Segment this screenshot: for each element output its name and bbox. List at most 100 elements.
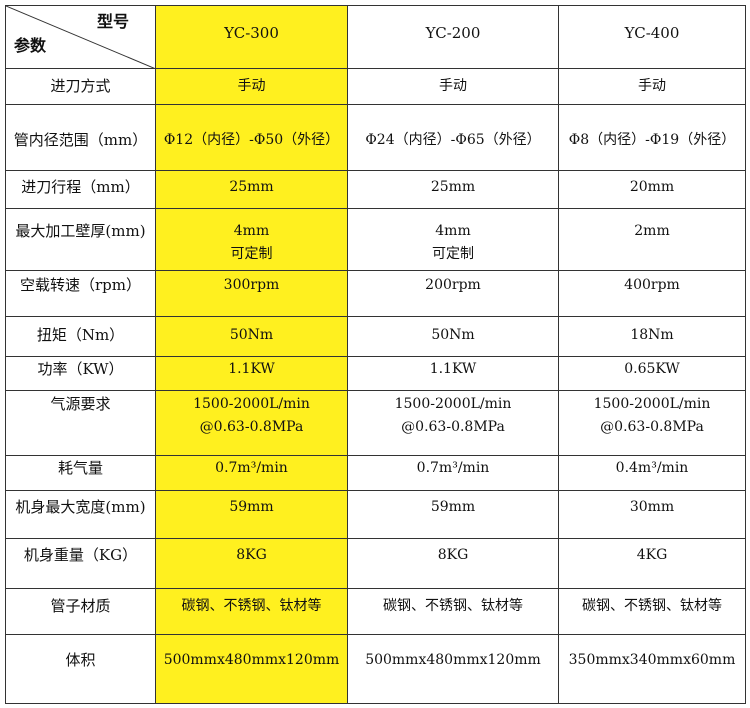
value-text: Φ24（内径）-Φ65（外径）	[365, 132, 541, 148]
param-label: 空载转速（rpm）	[5, 270, 156, 317]
value-text: 1500-2000L/min	[593, 396, 711, 412]
table-row: 机身重量（KG） 8KG 8KG 4KG	[5, 538, 746, 589]
value-text: 8KG	[437, 547, 469, 563]
model-header: YC-300	[155, 5, 348, 69]
value-text: 可定制	[432, 246, 474, 262]
table-row: 气源要求 1500-2000L/min @0.63-0.8MPa 1500-2000L…	[5, 390, 746, 456]
param-label: 最大加工壁厚(mm)	[5, 208, 156, 271]
value-text: 4mm	[435, 223, 471, 239]
table-row: 进刀行程（mm） 25mm 25mm 20mm	[5, 170, 746, 209]
value-text: 可定制	[230, 246, 273, 262]
value-text: 8KG	[236, 547, 267, 563]
param-label: 进刀行程（mm）	[5, 170, 156, 209]
value-cell: 1500-2000L/min @0.63-0.8MPa	[155, 390, 348, 456]
value-text: 25mm	[430, 179, 476, 195]
value-cell: 0.7m³/min	[347, 455, 559, 491]
value-text: @0.63-0.8MPa	[199, 419, 304, 435]
param-label: 管内径范围（mm）	[5, 104, 156, 171]
param-label: 管子材质	[5, 588, 156, 635]
corner-param-label: 参数	[14, 36, 47, 55]
value-cell: 0.4m³/min	[558, 455, 746, 491]
table-row: 扭矩（Nm） 50Nm 50Nm 18Nm	[5, 316, 746, 357]
value-cell: 200rpm	[347, 270, 559, 317]
value-text: 碳钢、不锈钢、钛材等	[181, 598, 322, 614]
value-text: 手动	[237, 78, 266, 94]
value-text: 1.1KW	[429, 361, 477, 377]
value-cell: Φ8（内径）-Φ19（外径）	[558, 104, 746, 171]
value-cell: 50Nm	[155, 316, 348, 357]
header-row: 型号 参数 YC-300 YC-200 YC-400	[5, 5, 746, 69]
value-text: 1500-2000L/min	[394, 396, 512, 412]
param-label: 机身重量（KG）	[5, 538, 156, 589]
value-cell: 碳钢、不锈钢、钛材等	[558, 588, 746, 635]
value-cell: 1500-2000L/min @0.63-0.8MPa	[347, 390, 559, 456]
value-text: 300rpm	[223, 277, 280, 293]
value-text: 手动	[439, 78, 467, 94]
value-text: 0.4m³/min	[615, 460, 689, 476]
value-text: 25mm	[229, 179, 274, 195]
value-text: Φ8（内径）-Φ19（外径）	[568, 132, 736, 148]
table-row: 进刀方式 手动 手动 手动	[5, 68, 746, 105]
value-cell: 手动	[155, 68, 348, 105]
value-text: 0.7m³/min	[215, 460, 288, 476]
spec-table: 型号 参数 YC-300 YC-200 YC-400 进刀方式 手动 手动 手动 管内径…	[5, 5, 746, 704]
value-cell: 8KG	[347, 538, 559, 589]
diagonal-line	[6, 6, 156, 69]
value-cell: 25mm	[155, 170, 348, 209]
table-row: 空载转速（rpm） 300rpm 200rpm 400rpm	[5, 270, 746, 317]
value-cell: 2mm	[558, 208, 746, 271]
value-text: 500mmx480mmx120mm	[163, 652, 340, 668]
value-text: 30mm	[629, 499, 675, 515]
value-text: @0.63-0.8MPa	[600, 419, 704, 435]
value-text: 200rpm	[425, 277, 481, 293]
value-text: 350mmx340mmx60mm	[568, 652, 736, 668]
value-text: 0.65KW	[624, 361, 680, 377]
model-header: YC-400	[558, 5, 746, 69]
value-cell: 4mm 可定制	[347, 208, 559, 271]
value-cell: 1.1KW	[155, 356, 348, 391]
value-cell: Φ24（内径）-Φ65（外径）	[347, 104, 559, 171]
value-text: 18Nm	[630, 327, 674, 343]
value-cell: 50Nm	[347, 316, 559, 357]
table-row: 管内径范围（mm） Φ12（内径）-Φ50（外径） Φ24（内径）-Φ65（外径） Φ…	[5, 104, 746, 171]
value-text: 20mm	[629, 179, 675, 195]
param-label: 扭矩（Nm）	[5, 316, 156, 357]
value-text: 500mmx480mmx120mm	[365, 652, 541, 668]
value-text: 2mm	[634, 223, 670, 239]
value-text: 1.1KW	[228, 361, 275, 377]
value-cell: 8KG	[155, 538, 348, 589]
value-text: 1500-2000L/min	[193, 396, 310, 412]
value-cell: 400rpm	[558, 270, 746, 317]
value-text: @0.63-0.8MPa	[401, 419, 505, 435]
value-text: 400rpm	[624, 277, 680, 293]
value-cell: 30mm	[558, 490, 746, 539]
value-cell: 0.7m³/min	[155, 455, 348, 491]
value-text: 4mm	[233, 223, 270, 239]
value-cell: 碳钢、不锈钢、钛材等	[347, 588, 559, 635]
table-row: 体积 500mmx480mmx120mm 500mmx480mmx120mm 350m…	[5, 634, 746, 704]
param-label: 进刀方式	[5, 68, 156, 105]
value-cell: 4KG	[558, 538, 746, 589]
value-cell: 500mmx480mmx120mm	[155, 634, 348, 704]
value-cell: 20mm	[558, 170, 746, 209]
value-cell: 59mm	[347, 490, 559, 539]
value-cell: 手动	[347, 68, 559, 105]
value-cell: 300rpm	[155, 270, 348, 317]
table-row: 耗气量 0.7m³/min 0.7m³/min 0.4m³/min	[5, 455, 746, 491]
value-cell: 25mm	[347, 170, 559, 209]
value-cell: 碳钢、不锈钢、钛材等	[155, 588, 348, 635]
value-text: 59mm	[229, 499, 274, 515]
value-text: Φ12（内径）-Φ50（外径）	[163, 132, 340, 148]
value-cell: 手动	[558, 68, 746, 105]
table-row: 机身最大宽度(mm) 59mm 59mm 30mm	[5, 490, 746, 539]
value-cell: 18Nm	[558, 316, 746, 357]
value-text: 59mm	[430, 499, 476, 515]
value-cell: 59mm	[155, 490, 348, 539]
table-row: 最大加工壁厚(mm) 4mm 可定制 4mm 可定制 2mm	[5, 208, 746, 271]
value-text: 碳钢、不锈钢、钛材等	[582, 598, 722, 614]
model-header: YC-200	[347, 5, 559, 69]
value-text: 4KG	[636, 547, 668, 563]
corner-cell: 型号 参数	[5, 5, 156, 69]
table-row: 功率（KW） 1.1KW 1.1KW 0.65KW	[5, 356, 746, 391]
param-label: 耗气量	[5, 455, 156, 491]
